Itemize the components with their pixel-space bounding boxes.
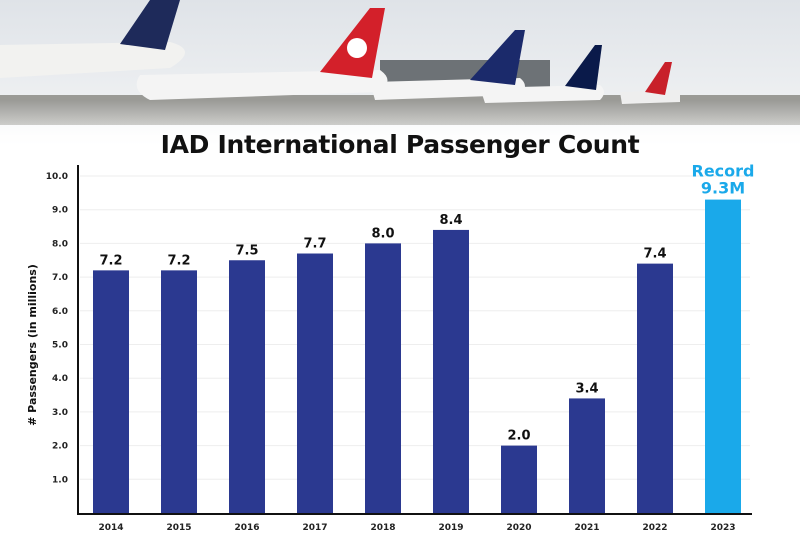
- x-tick-label: 2016: [234, 523, 259, 533]
- bar-2016: [229, 260, 265, 513]
- x-tick-label: 2020: [506, 523, 531, 533]
- data-label: 8.4: [439, 213, 462, 228]
- airplane-icon: [0, 0, 185, 78]
- data-label: 7.7: [303, 237, 326, 252]
- data-label: 8.0: [371, 226, 394, 241]
- y-tick-label: 9.0: [52, 206, 68, 216]
- x-tick-label: 2015: [166, 523, 191, 533]
- bar-2015: [161, 270, 197, 513]
- data-label: 7.5: [235, 243, 258, 258]
- data-label: 3.4: [575, 381, 598, 396]
- y-tick-label: 10.0: [46, 172, 68, 182]
- x-tick-label: 2023: [710, 523, 735, 533]
- data-label: 7.4: [643, 247, 666, 262]
- x-tick-label: 2017: [302, 523, 327, 533]
- data-label: 7.2: [99, 253, 122, 268]
- bar-2023: [705, 199, 741, 513]
- x-tick-label: 2018: [370, 523, 395, 533]
- y-tick-label: 3.0: [52, 408, 68, 418]
- y-tick-label: 5.0: [52, 341, 68, 351]
- x-tick-label: 2019: [438, 523, 463, 533]
- y-tick-label: 2.0: [52, 442, 68, 452]
- bar-2020: [501, 445, 537, 513]
- chart-title: IAD International Passenger Count: [160, 130, 640, 159]
- bar-2022: [637, 263, 673, 513]
- data-label: 7.2: [167, 253, 190, 268]
- record-value-label: 9.3M: [701, 179, 745, 198]
- airplane-icon: [136, 8, 388, 100]
- x-tick-label: 2014: [98, 523, 123, 533]
- y-tick-label: 6.0: [52, 307, 68, 317]
- bar-2014: [93, 270, 129, 513]
- bar-2017: [297, 253, 333, 513]
- bar-2018: [365, 243, 401, 513]
- bar-2021: [569, 398, 605, 513]
- y-tick-label: 7.0: [52, 273, 68, 283]
- y-tick-label: 4.0: [52, 374, 68, 384]
- record-label: Record: [692, 162, 755, 181]
- bar-2019: [433, 229, 469, 514]
- data-label: 2.0: [507, 429, 530, 444]
- airplane-icon: [480, 45, 604, 103]
- y-tick-label: 8.0: [52, 239, 68, 249]
- x-tick-label: 2022: [642, 523, 667, 533]
- header-airport-photo: [0, 0, 800, 150]
- x-tick-label: 2021: [574, 523, 599, 533]
- y-tick-label: 1.0: [52, 475, 68, 485]
- y-axis-label: # Passengers (in millions): [26, 264, 39, 426]
